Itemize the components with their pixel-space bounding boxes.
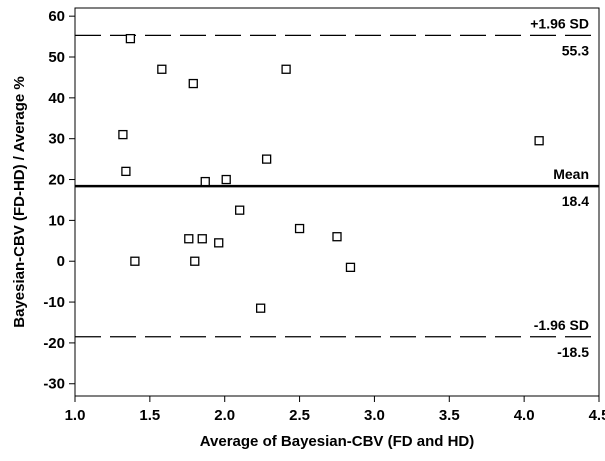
- ref-line-value-1-96-sd: 55.3: [562, 42, 589, 58]
- y-axis-label: Bayesian-CBV (FD-HD) / Average %: [11, 76, 28, 327]
- y-tick-label: -20: [43, 335, 65, 352]
- data-point-7: [188, 78, 198, 89]
- data-point-8: [190, 256, 200, 266]
- x-tick-label: 3.5: [439, 407, 460, 424]
- y-tick-label: -30: [43, 376, 65, 393]
- data-point-17: [294, 223, 305, 234]
- data-point-18: [332, 232, 342, 242]
- ref-line-name-mean: Mean: [553, 166, 589, 182]
- data-point-16: [281, 64, 291, 74]
- data-point-12: [221, 174, 231, 185]
- data-point-15: [261, 154, 272, 164]
- y-tick-label: 50: [48, 49, 65, 66]
- data-points: [118, 33, 544, 313]
- data-point-13: [235, 205, 245, 215]
- data-point-5: [157, 64, 167, 74]
- data-point-19: [345, 262, 356, 272]
- x-tick-label: 3.0: [364, 407, 385, 424]
- x-tick-label: 1.0: [65, 407, 86, 424]
- data-point-1: [118, 129, 128, 140]
- y-tick-label: 30: [48, 131, 65, 148]
- x-tick-label: 2.0: [214, 407, 235, 424]
- y-tick-label: 40: [48, 90, 65, 107]
- x-tick-label: 2.5: [289, 407, 310, 424]
- data-point-4: [130, 256, 140, 266]
- ref-line-value-1-96-sd: -18.5: [557, 344, 589, 360]
- data-point-14: [255, 303, 266, 313]
- ref-line-value-mean: 18.4: [562, 193, 589, 209]
- x-axis-label: Average of Bayesian-CBV (FD and HD): [200, 433, 475, 450]
- x-tick-label: 4.0: [514, 407, 535, 424]
- data-point-20: [534, 136, 544, 146]
- x-axis-ticks: 1.0 1.5 2.0 2.5 3.0 3.5 4.0 4.5: [65, 396, 605, 424]
- reference-lines: +1.96 SD 55.3 Mean 18.4 -1.96 SD -18.5: [75, 15, 599, 360]
- data-point-3: [125, 33, 136, 44]
- y-axis-ticks: -30 -20 -10 0 10 20 30 40 50 60: [43, 8, 75, 393]
- ref-line-name-1-96-sd: +1.96 SD: [530, 15, 589, 31]
- data-point-9: [197, 234, 207, 244]
- data-point-6: [184, 234, 194, 244]
- x-tick-label: 4.5: [589, 407, 605, 424]
- plot-area-frame: [74, 7, 600, 397]
- y-tick-label: 60: [48, 8, 65, 25]
- y-tick-label: 10: [48, 212, 65, 229]
- x-tick-label: 1.5: [139, 407, 160, 424]
- y-tick-label: 20: [48, 172, 65, 189]
- data-point-10: [200, 176, 210, 187]
- y-tick-label: 0: [57, 253, 65, 270]
- data-point-2: [121, 166, 131, 177]
- y-tick-label: -10: [43, 294, 65, 311]
- data-point-11: [214, 238, 224, 248]
- ref-line-name-1-96-sd: -1.96 SD: [534, 317, 589, 333]
